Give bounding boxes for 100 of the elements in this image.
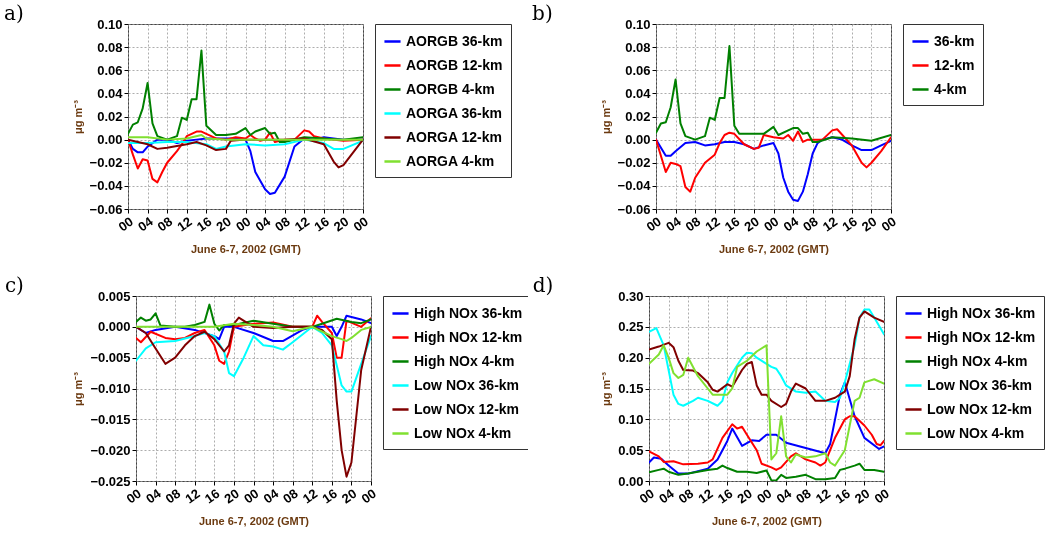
legend-label: Low NOx 36-km [414,376,520,393]
y-tick-label: 0.10 [97,16,123,32]
line-series [649,344,884,467]
y-axis-title: μg m⁻³ [600,371,613,406]
legend-label: High NOx 4-km [414,352,515,369]
line-series [136,325,371,393]
x-tick-label: 16 [839,213,860,235]
y-tick-label: 0.08 [625,39,651,55]
line-series [136,303,371,332]
y-tick-label: −0.015 [90,411,131,427]
x-tick-label: 16 [201,485,223,507]
x-tick-label: 00 [241,485,262,507]
legend-label: Low NOx 36-km [927,376,1033,393]
legend-label: High NOx 36-km [927,304,1036,321]
y-tick-label: 0.06 [97,62,123,78]
x-tick-label: 16 [721,213,743,235]
y-tick-label: 0.08 [97,39,123,55]
x-tick-label: 00 [871,485,892,507]
legend-label: 36-km [934,32,975,49]
y-tick-label: −0.04 [617,178,652,194]
x-tick-label: 20 [330,213,352,235]
y-tick-label: 0.06 [625,62,651,78]
y-tick-label: 0.00 [625,132,651,148]
y-axis-title: μg m⁻³ [71,99,84,134]
x-tick-label: 04 [252,213,274,235]
y-axis-title: μg m⁻³ [72,371,85,406]
legend-label: High NOx 36-km [414,304,523,321]
y-tick-label: 0.10 [618,411,644,427]
line-series [136,322,371,343]
legend-label: AORGB 36-km [406,32,503,49]
x-tick-label: 12 [812,485,834,507]
y-tick-label: −0.04 [89,178,124,194]
x-tick-label: 20 [734,485,755,507]
legend-label: Low NOx 12-km [927,400,1033,417]
x-tick-label: 20 [741,213,762,235]
x-axis-title: June 6-7, 2002 (GMT) [718,243,830,256]
x-axis-title: June 6-7, 2002 (GMT) [190,243,302,256]
legend-label: High NOx 12-km [927,328,1036,345]
legend-label: AORGB 12-km [406,56,503,73]
y-tick-label: −0.010 [90,381,131,396]
y-tick-label: −0.005 [90,350,131,366]
y-axis-title: μg m⁻³ [599,99,612,134]
x-tick-label: 20 [213,213,234,235]
x-tick-label: 00 [754,485,775,507]
legend-label: AORGA 4-km [406,152,495,169]
line-series [136,314,371,365]
x-tick-label: 08 [272,213,293,235]
line-series [136,316,371,478]
chart-title: c) [4,273,24,297]
legend-label: 4-km [934,80,967,97]
y-tick-label: 0.04 [625,85,652,101]
x-tick-label: 04 [780,213,802,235]
x-tick-label: 08 [793,485,814,507]
x-tick-label: 20 [221,485,242,507]
x-tick-label: 16 [319,485,340,507]
x-tick-label: 08 [675,485,697,507]
legend-label: Low NOx 4-km [414,424,512,441]
y-tick-label: 0.04 [97,85,124,101]
x-tick-label: 08 [682,213,704,235]
x-tick-label: 12 [819,213,841,235]
x-axis-title: June 6-7, 2002 (GMT) [198,515,310,528]
x-tick-label: 08 [280,485,301,507]
x-tick-label: 04 [656,485,678,507]
x-tick-label: 00 [878,213,899,235]
line-series [649,381,884,475]
y-tick-label: 0.05 [618,442,644,458]
legend-label: High NOx 12-km [414,328,523,345]
y-tick-label: 0.30 [618,288,644,304]
x-tick-label: 20 [858,213,880,235]
y-tick-label: 0.005 [97,288,131,304]
x-tick-label: 20 [338,485,360,507]
x-tick-label: 12 [174,213,195,235]
y-tick-label: 0.02 [625,109,651,124]
y-tick-label: 0.000 [97,319,131,335]
y-tick-label: 0.25 [618,319,644,335]
y-tick-label: 0.00 [97,132,123,148]
line-series [649,415,884,471]
x-tick-label: 04 [135,213,157,235]
y-tick-label: 0.10 [625,16,651,32]
x-tick-label: 00 [358,485,379,507]
y-tick-label: −0.020 [90,442,131,458]
chart-title: b) [532,1,553,25]
y-tick-label: −0.02 [617,155,651,171]
x-tick-label: 08 [154,213,176,235]
line-series [656,44,891,143]
x-axis-title: June 6-7, 2002 (GMT) [711,515,823,528]
legend-label: High NOx 4-km [927,352,1028,369]
y-tick-label: 0.02 [97,109,123,124]
x-tick-label: 00 [350,213,371,235]
chart-title: a) [4,1,24,25]
x-tick-label: 12 [182,485,203,507]
legend-label: AORGA 12-km [406,128,502,145]
chart-title: d) [532,273,554,297]
x-tick-label: 20 [851,485,873,507]
x-tick-label: 00 [761,213,782,235]
x-tick-label: 12 [299,485,321,507]
x-tick-label: 08 [800,213,821,235]
legend-label: Low NOx 12-km [414,400,520,417]
x-tick-label: 16 [832,485,853,507]
line-series [656,136,891,202]
